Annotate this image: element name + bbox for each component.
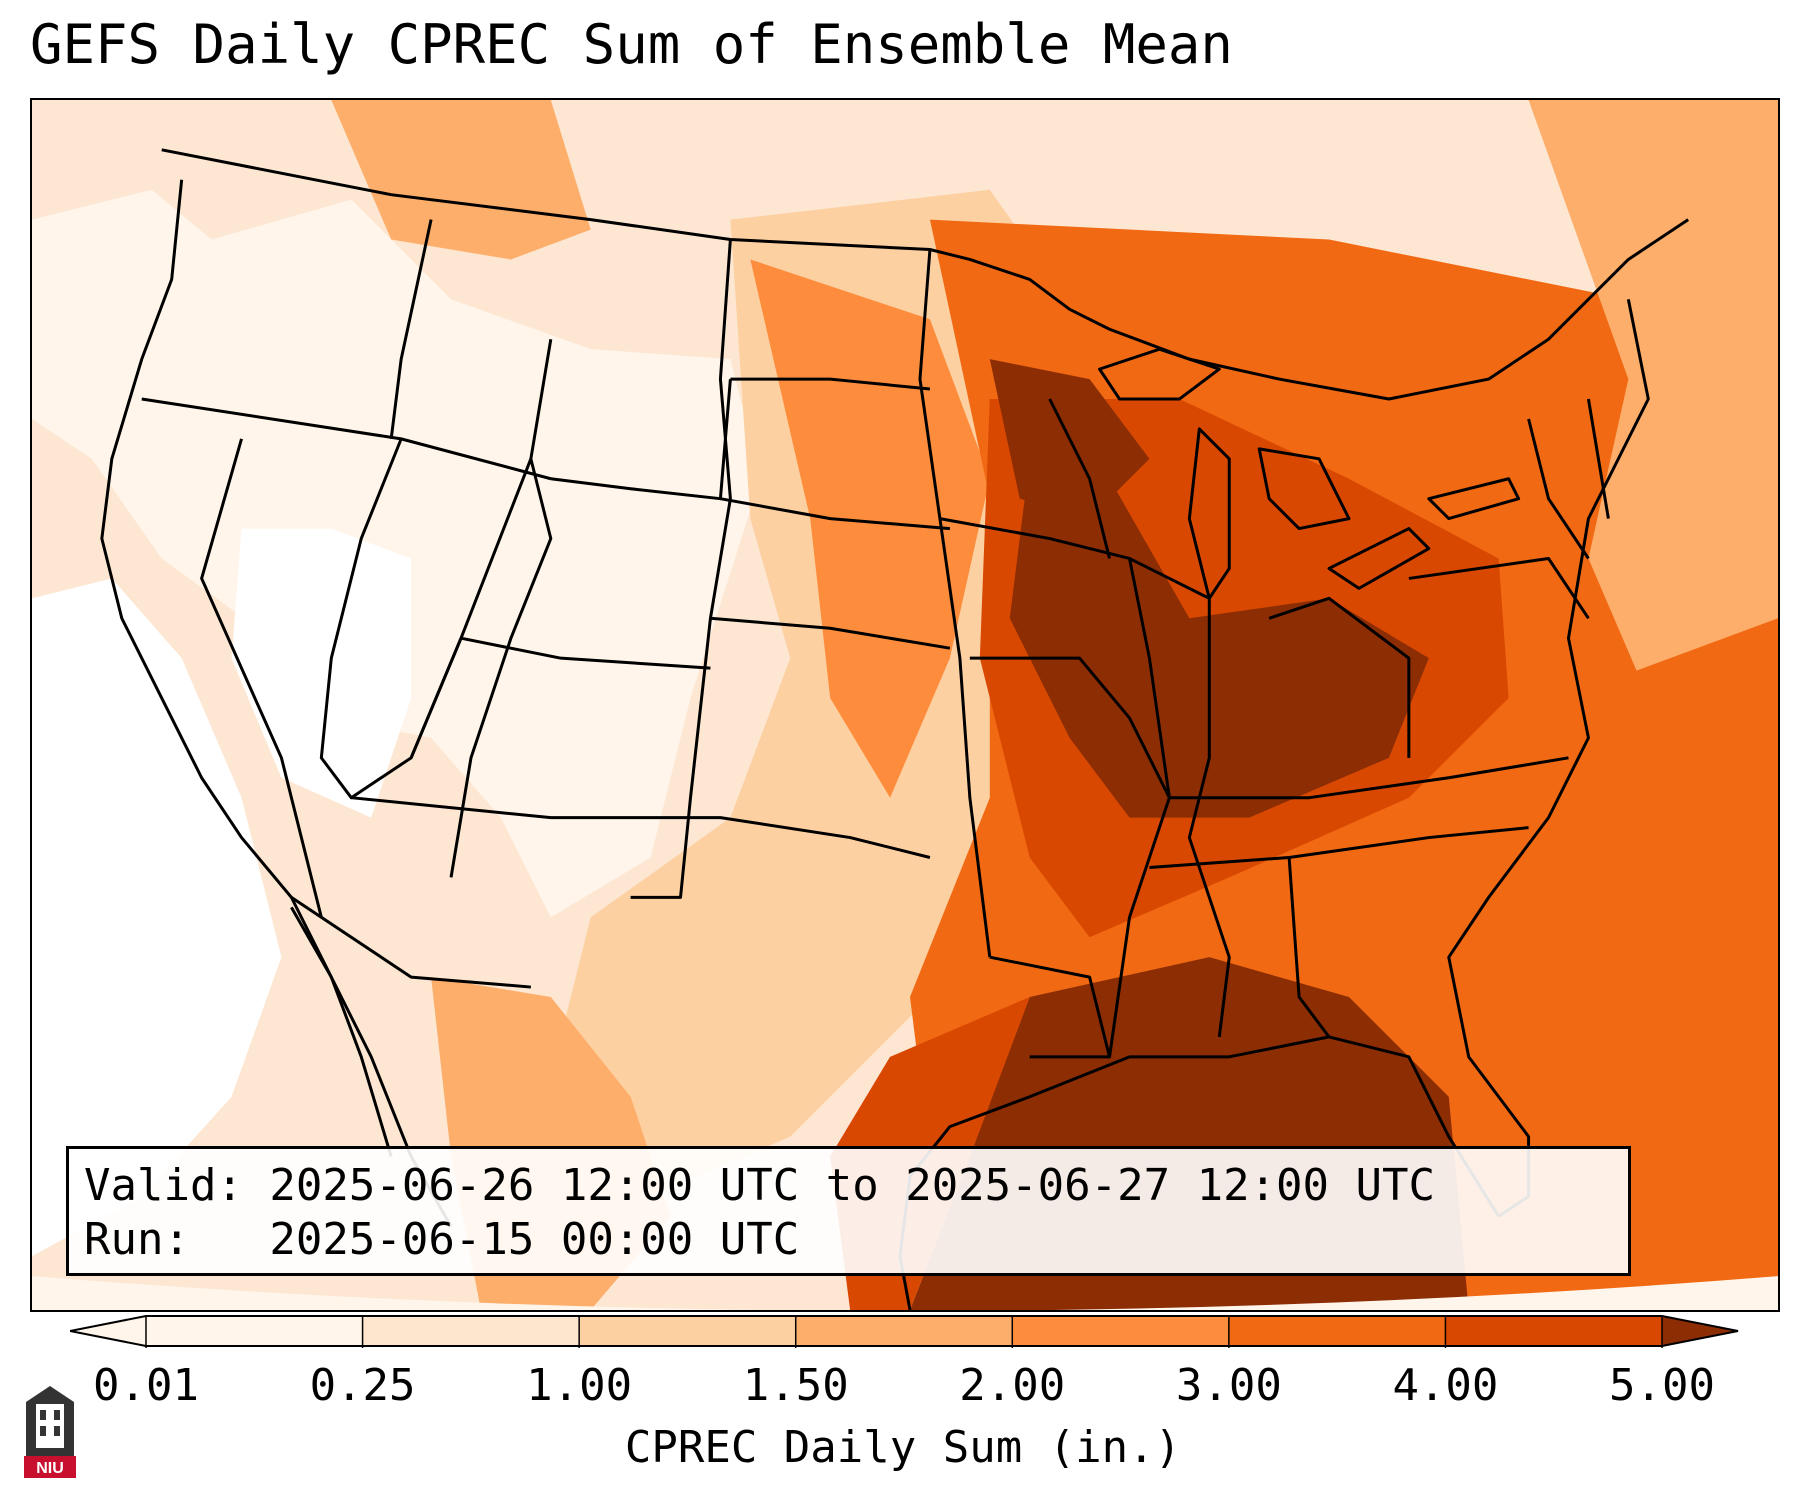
precip-zone-pacific-white bbox=[32, 578, 282, 1257]
colorbar-tick-label: 2.00 bbox=[959, 1360, 1066, 1411]
state-line bbox=[720, 497, 951, 531]
colorbar-tick-label: 4.00 bbox=[1392, 1360, 1499, 1411]
state-line bbox=[989, 955, 1112, 1059]
baja-coastline bbox=[290, 906, 393, 1157]
colorbar-tick-label: 3.00 bbox=[1175, 1360, 1282, 1411]
state-line bbox=[730, 377, 931, 391]
colorbar-segment bbox=[362, 1316, 580, 1346]
precip-zone-east-outer bbox=[1528, 100, 1778, 699]
state-line bbox=[1268, 596, 1411, 758]
precip-zone-core-max bbox=[1009, 458, 1429, 818]
precip-zone-northern-plains bbox=[750, 259, 990, 798]
map-panel bbox=[30, 98, 1780, 1312]
valid-time-text: Valid: 2025-06-26 12:00 UTC to 2025-06-2… bbox=[84, 1160, 1436, 1211]
colorbar-tick-label: 0.01 bbox=[93, 1360, 199, 1411]
precipitation-map bbox=[32, 100, 1778, 1310]
state-line bbox=[290, 896, 531, 989]
precip-zone-northern bbox=[331, 100, 591, 260]
colorbar-segment bbox=[579, 1316, 797, 1346]
state-line bbox=[351, 796, 931, 859]
colorbar-tick-label: 5.00 bbox=[1609, 1360, 1715, 1411]
great-lake bbox=[1327, 527, 1431, 590]
valid-time-box: Valid: 2025-06-26 12:00 UTC to 2025-06-2… bbox=[66, 1146, 1631, 1276]
colorbar-segment bbox=[795, 1316, 1013, 1346]
colorbar-segment bbox=[1228, 1316, 1446, 1346]
state-line bbox=[1187, 598, 1231, 1038]
state-line bbox=[1586, 398, 1610, 519]
boundary-lines bbox=[100, 148, 1690, 1310]
colorbar-tick-label: 1.50 bbox=[742, 1360, 849, 1411]
colorbar-segment bbox=[146, 1316, 364, 1346]
run-time-text: Run: 2025-06-15 00:00 UTC bbox=[84, 1214, 800, 1265]
great-lake bbox=[1098, 347, 1221, 401]
colorbar-outline bbox=[70, 1315, 1739, 1347]
great-lake bbox=[1427, 477, 1521, 521]
colorbar-tick-label: 0.25 bbox=[309, 1360, 416, 1411]
state-line bbox=[939, 517, 1210, 600]
state-line bbox=[1048, 398, 1111, 559]
colorbar-segment bbox=[1445, 1316, 1663, 1346]
logo-text: NIU bbox=[36, 1460, 64, 1477]
colorbar-segments bbox=[70, 1316, 1738, 1348]
state-line bbox=[1527, 418, 1590, 560]
map-title: GEFS Daily CPREC Sum of Ensemble Mean bbox=[30, 13, 1233, 76]
colorbar-label: CPREC Daily Sum (in.) bbox=[624, 1422, 1182, 1473]
state-line bbox=[1149, 826, 1529, 869]
state-line bbox=[1169, 756, 1569, 800]
precip-field bbox=[32, 100, 1778, 1310]
state-line bbox=[409, 338, 553, 759]
logo-banner bbox=[24, 1456, 76, 1478]
state-line bbox=[710, 616, 951, 650]
projection-edge bbox=[32, 1276, 1778, 1310]
colorbar-extend-high bbox=[1662, 1316, 1738, 1346]
colorbar bbox=[70, 1315, 1739, 1348]
colorbar-segment bbox=[1012, 1316, 1230, 1346]
state-line bbox=[918, 249, 992, 958]
niu-logo: NIU bbox=[24, 1386, 76, 1478]
state-line bbox=[969, 656, 1171, 799]
state-line bbox=[389, 219, 433, 440]
great-lake bbox=[1187, 427, 1231, 600]
precip-zone-atlantic bbox=[1448, 618, 1778, 1297]
great-lake bbox=[1257, 447, 1351, 531]
west-coastline bbox=[100, 179, 323, 958]
us-canada-border bbox=[161, 148, 1690, 401]
state-line bbox=[200, 438, 323, 918]
colorbar-extend-low bbox=[70, 1316, 146, 1346]
colorbar-tick-label: 1.00 bbox=[526, 1360, 633, 1411]
state-line bbox=[1287, 857, 1331, 1038]
state-line bbox=[449, 458, 553, 878]
state-line bbox=[460, 636, 711, 670]
